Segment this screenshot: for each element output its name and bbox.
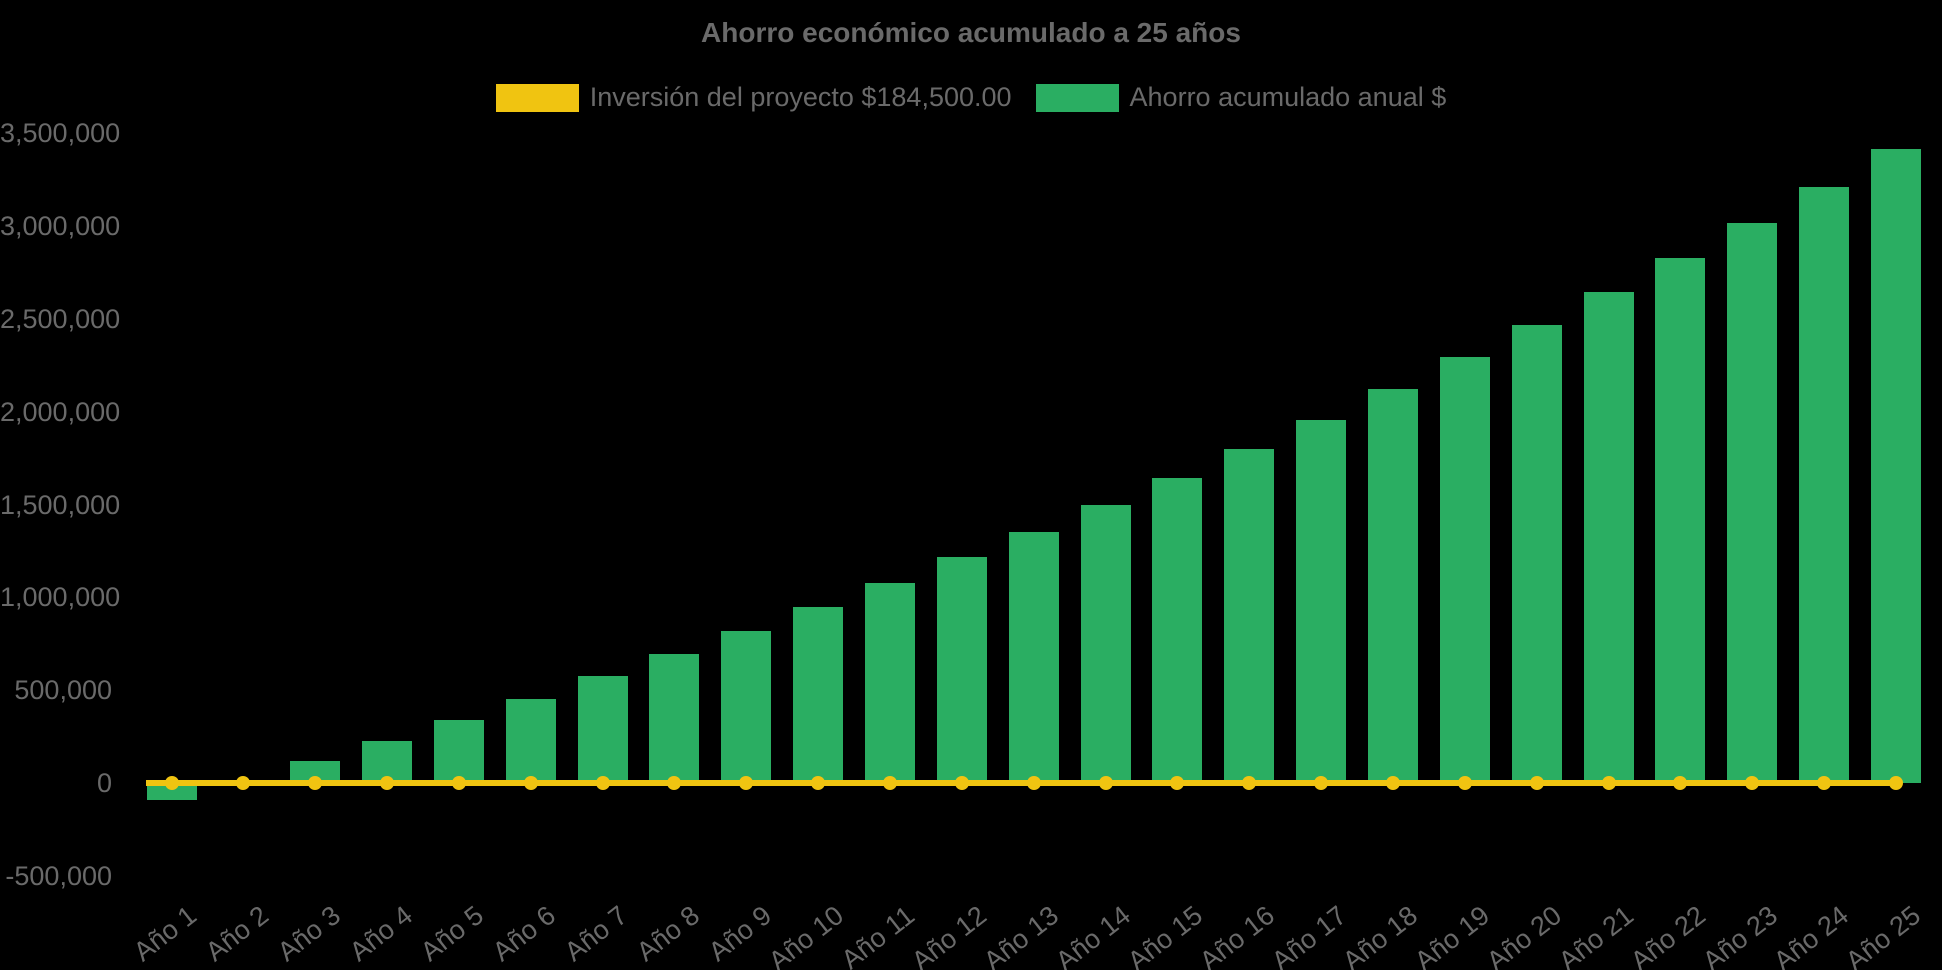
- investment-point-año-9[interactable]: [739, 776, 754, 790]
- savings-bar-año-9[interactable]: [721, 631, 772, 783]
- savings-bar-año-18[interactable]: [1367, 388, 1418, 783]
- y-axis-label: 3,000,000: [0, 211, 121, 242]
- savings-bar-año-15[interactable]: [1152, 477, 1203, 783]
- y-axis-label: 2,000,000: [0, 396, 121, 427]
- investment-line: [146, 780, 1902, 786]
- investment-point-año-2[interactable]: [236, 776, 251, 790]
- x-axis-label: Año 20: [1481, 900, 1568, 970]
- x-axis-label: Año 2: [199, 900, 274, 968]
- x-axis-label: Año 23: [1696, 900, 1783, 970]
- investment-point-año-3[interactable]: [308, 776, 323, 790]
- x-axis-label: Año 3: [271, 900, 346, 968]
- y-axis-label: 1,500,000: [0, 489, 121, 520]
- investment-point-año-19[interactable]: [1457, 776, 1472, 790]
- legend-item-investment[interactable]: Inversión del proyecto $184,500.00: [495, 82, 1012, 113]
- savings-bar-año-25[interactable]: [1870, 149, 1921, 783]
- investment-point-año-11[interactable]: [883, 776, 897, 790]
- x-axis-label: Año 10: [762, 900, 849, 970]
- x-axis-label: Año 25: [1840, 900, 1927, 970]
- investment-point-año-22[interactable]: [1673, 776, 1688, 790]
- x-axis-label: Año 6: [487, 900, 562, 968]
- investment-point-año-8[interactable]: [667, 776, 682, 790]
- savings-bar-año-10[interactable]: [793, 607, 844, 783]
- x-axis-label: Año 16: [1193, 900, 1280, 970]
- savings-bar-año-7[interactable]: [577, 676, 628, 783]
- investment-point-año-17[interactable]: [1314, 776, 1329, 790]
- investment-point-año-16[interactable]: [1242, 776, 1257, 790]
- y-axis-label: -500,000: [5, 860, 112, 891]
- investment-point-año-23[interactable]: [1745, 776, 1760, 790]
- x-axis-label: Año 19: [1409, 900, 1496, 970]
- legend: Inversión del proyecto $184,500.00 Ahorr…: [0, 82, 1942, 113]
- x-axis-label: Año 8: [630, 900, 705, 968]
- savings-bar-año-22[interactable]: [1655, 257, 1706, 783]
- savings-bar-año-24[interactable]: [1799, 187, 1850, 783]
- x-axis-label: Año 22: [1624, 900, 1711, 970]
- savings-bar-año-1[interactable]: [146, 783, 197, 800]
- investment-point-año-5[interactable]: [451, 776, 466, 790]
- savings-bar-año-21[interactable]: [1583, 292, 1634, 783]
- investment-point-año-15[interactable]: [1170, 776, 1185, 790]
- x-axis-label: Año 4: [343, 900, 418, 968]
- investment-legend-swatch: [495, 83, 579, 112]
- x-axis-label: Año 18: [1337, 900, 1424, 970]
- investment-legend-label: Inversión del proyecto $184,500.00: [589, 82, 1012, 112]
- x-axis-label: Año 15: [1121, 900, 1208, 970]
- savings-bar-año-19[interactable]: [1439, 357, 1490, 783]
- investment-point-año-25[interactable]: [1888, 776, 1903, 790]
- investment-point-año-14[interactable]: [1098, 776, 1113, 790]
- legend-item-savings[interactable]: Ahorro acumulado anual $: [1035, 82, 1447, 113]
- savings-legend-swatch: [1035, 83, 1119, 112]
- x-axis-label: Año 24: [1768, 900, 1855, 970]
- savings-bar-año-17[interactable]: [1296, 420, 1347, 783]
- x-axis-label: Año 12: [906, 900, 993, 970]
- x-axis-label: Año 11: [836, 900, 921, 970]
- savings-bar-año-4[interactable]: [362, 740, 413, 783]
- investment-point-año-7[interactable]: [595, 776, 610, 790]
- savings-bar-año-12[interactable]: [936, 557, 987, 783]
- x-axis-label: Año 13: [978, 900, 1065, 970]
- investment-point-año-1[interactable]: [164, 776, 179, 790]
- savings-bar-año-16[interactable]: [1224, 448, 1275, 783]
- x-axis-label: Año 5: [415, 900, 490, 968]
- x-axis-label: Año 1: [127, 900, 202, 968]
- y-axis-label: 3,500,000: [0, 118, 121, 149]
- investment-point-año-21[interactable]: [1601, 776, 1616, 790]
- savings-bar-año-13[interactable]: [1008, 531, 1059, 783]
- x-axis-label: Año 17: [1265, 900, 1352, 970]
- y-axis-label: 0: [96, 768, 112, 798]
- investment-point-año-18[interactable]: [1385, 776, 1400, 790]
- chart-title: Ahorro económico acumulado a 25 años: [701, 17, 1241, 48]
- x-axis-label: Año 21: [1553, 900, 1639, 970]
- savings-bar-año-23[interactable]: [1727, 223, 1778, 783]
- savings-bar-año-11[interactable]: [865, 582, 915, 783]
- investment-point-año-4[interactable]: [380, 776, 395, 790]
- investment-point-año-6[interactable]: [523, 776, 538, 790]
- y-axis-label: 1,000,000: [0, 582, 121, 613]
- investment-point-año-24[interactable]: [1817, 776, 1832, 790]
- investment-point-año-20[interactable]: [1529, 776, 1544, 790]
- savings-bar-año-8[interactable]: [649, 654, 700, 783]
- investment-point-año-10[interactable]: [811, 776, 826, 790]
- x-axis-label: Año 7: [559, 900, 634, 968]
- savings-bar-año-6[interactable]: [505, 698, 556, 783]
- x-axis-label: Año 14: [1050, 900, 1137, 970]
- y-axis-label: 2,500,000: [0, 304, 121, 334]
- savings-bar-año-14[interactable]: [1080, 504, 1131, 783]
- y-axis-label: 500,000: [14, 675, 112, 706]
- investment-point-año-12[interactable]: [954, 776, 969, 790]
- savings-legend-label: Ahorro acumulado anual $: [1129, 82, 1447, 112]
- savings-bar-año-3[interactable]: [290, 760, 341, 783]
- investment-point-año-13[interactable]: [1026, 776, 1041, 790]
- savings-bar-año-20[interactable]: [1511, 325, 1562, 783]
- savings-bar-año-5[interactable]: [433, 720, 484, 783]
